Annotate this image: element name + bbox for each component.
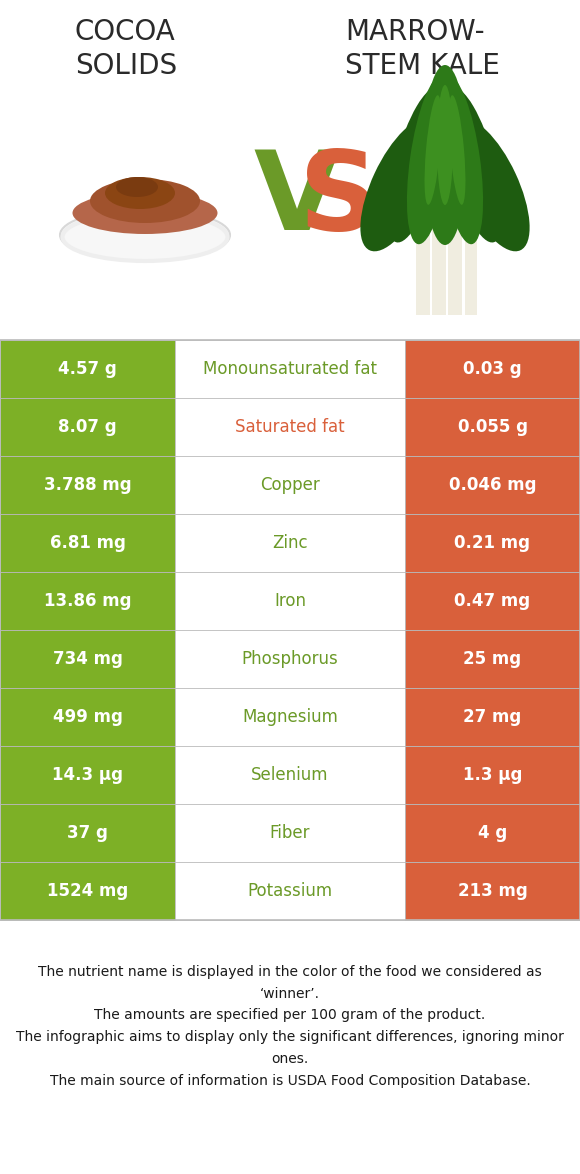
Text: 14.3 μg: 14.3 μg	[52, 765, 123, 784]
Bar	[405, 340, 580, 398]
Bar	[175, 630, 405, 688]
Bar	[0, 862, 175, 920]
Text: 25 mg: 25 mg	[463, 650, 521, 668]
Text: 6.81 mg: 6.81 mg	[49, 534, 125, 552]
Ellipse shape	[451, 119, 530, 251]
Text: Phosphorus: Phosphorus	[242, 650, 338, 668]
Text: The nutrient name is displayed in the color of the food we considered as
‘winner: The nutrient name is displayed in the co…	[16, 965, 564, 1087]
Bar	[175, 745, 405, 804]
Ellipse shape	[437, 85, 453, 205]
Bar	[0, 572, 175, 630]
Bar	[405, 804, 580, 862]
Bar	[0, 688, 175, 745]
Bar	[175, 862, 405, 920]
Bar	[405, 398, 580, 456]
Text: S: S	[299, 147, 379, 254]
Text: 27 mg: 27 mg	[463, 708, 521, 726]
Bar	[0, 398, 175, 456]
Text: 13.86 mg: 13.86 mg	[44, 592, 131, 610]
Bar	[448, 227, 462, 315]
Bar	[175, 398, 405, 456]
Bar	[465, 235, 477, 315]
Text: 3.788 mg: 3.788 mg	[44, 475, 131, 494]
Bar	[405, 630, 580, 688]
Text: Monounsaturated fat: Monounsaturated fat	[203, 360, 377, 378]
Text: Iron: Iron	[274, 592, 306, 610]
Text: 1.3 μg: 1.3 μg	[463, 765, 522, 784]
Ellipse shape	[437, 76, 483, 244]
Bar	[0, 340, 175, 398]
Ellipse shape	[360, 119, 440, 251]
Ellipse shape	[407, 76, 453, 244]
Text: 0.21 mg: 0.21 mg	[455, 534, 531, 552]
Bar	[0, 630, 175, 688]
Text: 4.57 g: 4.57 g	[58, 360, 117, 378]
Text: Potassium: Potassium	[248, 882, 332, 900]
Bar	[0, 514, 175, 572]
Bar	[175, 514, 405, 572]
Bar	[175, 688, 405, 745]
Ellipse shape	[72, 193, 218, 234]
Ellipse shape	[116, 177, 158, 197]
Text: 8.07 g: 8.07 g	[58, 418, 117, 436]
Bar	[0, 340, 580, 920]
Text: Zinc: Zinc	[272, 534, 308, 552]
Text: 213 mg: 213 mg	[458, 882, 527, 900]
Text: 499 mg: 499 mg	[53, 708, 122, 726]
Ellipse shape	[105, 177, 175, 209]
Bar	[432, 220, 446, 315]
Bar	[416, 225, 430, 315]
Bar	[175, 804, 405, 862]
Text: 1524 mg: 1524 mg	[47, 882, 128, 900]
Ellipse shape	[425, 95, 441, 204]
Ellipse shape	[443, 88, 503, 243]
Bar	[0, 456, 175, 514]
Bar	[405, 456, 580, 514]
Bar	[0, 745, 175, 804]
Ellipse shape	[423, 65, 467, 245]
Text: Copper: Copper	[260, 475, 320, 494]
Text: 0.03 g: 0.03 g	[463, 360, 522, 378]
Bar	[175, 456, 405, 514]
Text: Saturated fat: Saturated fat	[235, 418, 345, 436]
Text: Selenium: Selenium	[251, 765, 329, 784]
Text: 0.47 mg: 0.47 mg	[455, 592, 531, 610]
Ellipse shape	[90, 178, 200, 223]
Bar	[175, 572, 405, 630]
Bar	[175, 340, 405, 398]
Text: Fiber: Fiber	[270, 824, 310, 842]
Text: 734 mg: 734 mg	[53, 650, 122, 668]
Bar	[405, 745, 580, 804]
Text: 0.055 g: 0.055 g	[458, 418, 527, 436]
Text: 37 g: 37 g	[67, 824, 108, 842]
Text: 0.046 mg: 0.046 mg	[449, 475, 536, 494]
Bar	[405, 572, 580, 630]
Bar	[405, 862, 580, 920]
Ellipse shape	[387, 88, 447, 243]
Text: MARROW-
STEM KALE: MARROW- STEM KALE	[345, 18, 500, 80]
Text: Magnesium: Magnesium	[242, 708, 338, 726]
Text: V: V	[253, 147, 339, 254]
Text: 4 g: 4 g	[478, 824, 507, 842]
Bar	[0, 804, 175, 862]
Text: COCOA
SOLIDS: COCOA SOLIDS	[75, 18, 177, 80]
Ellipse shape	[60, 209, 230, 261]
Ellipse shape	[448, 95, 466, 204]
Bar	[405, 514, 580, 572]
Bar	[405, 688, 580, 745]
